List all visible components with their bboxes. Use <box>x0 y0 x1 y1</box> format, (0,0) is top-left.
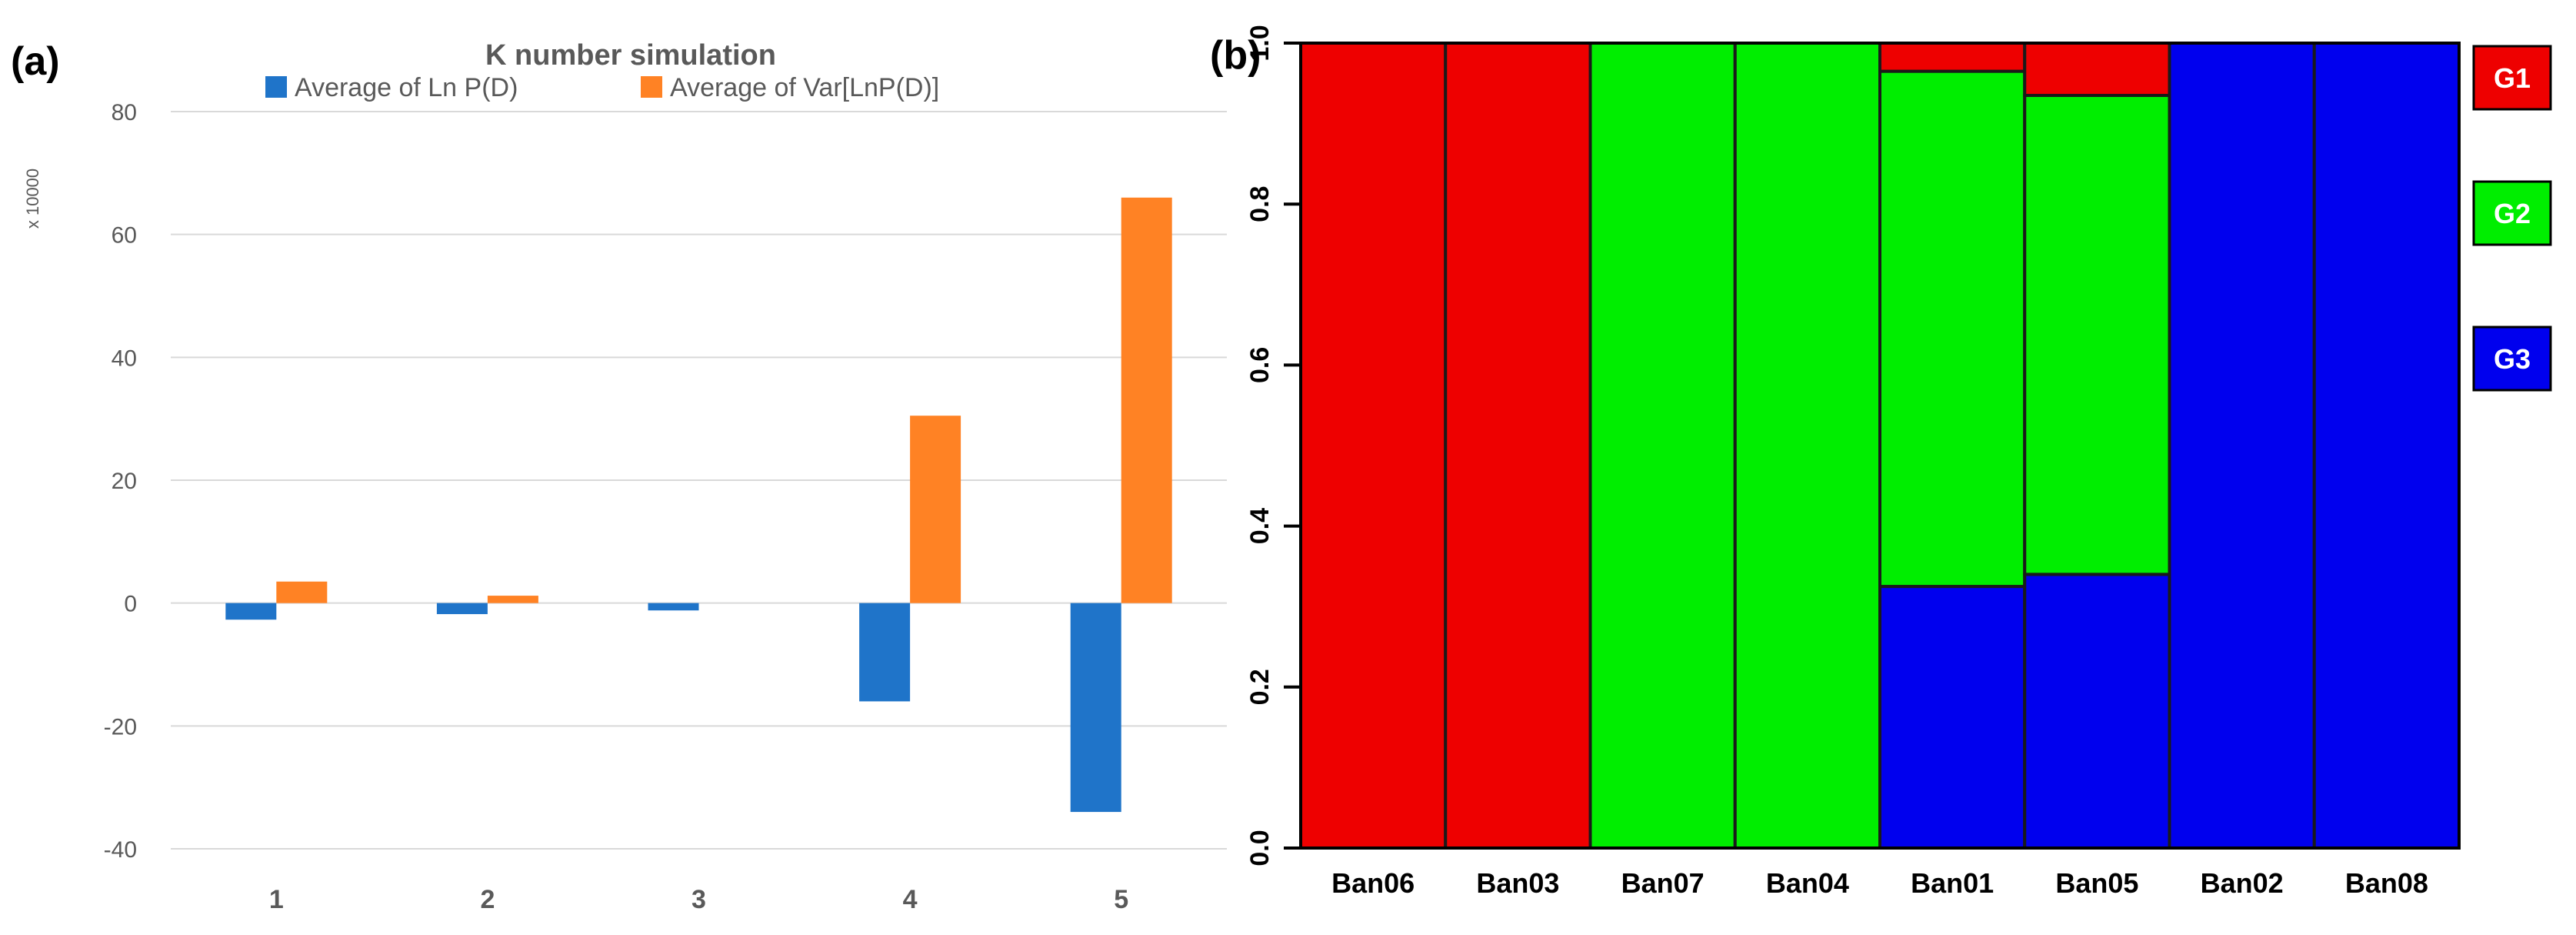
bar-lnpd <box>859 603 911 702</box>
x-tick-label: Ban07 <box>1621 867 1705 899</box>
x-tick-label: Ban06 <box>1331 867 1415 899</box>
x-tick-label: Ban08 <box>2345 867 2428 899</box>
segment-g1 <box>1299 42 1448 850</box>
y-tick-label: 20 <box>112 469 137 494</box>
legend-swatch-g2 <box>2472 180 2552 246</box>
y-tick-label: 1.0 <box>1245 25 1275 61</box>
segment-g3 <box>2023 573 2171 850</box>
y-tick-label: 0.8 <box>1245 186 1275 222</box>
y-tick-label: -20 <box>104 714 137 740</box>
chart-b-legend: G1 G2 G3 <box>2472 45 2552 392</box>
legend-swatch <box>641 76 662 98</box>
chart-a-grid <box>171 111 1227 850</box>
bar-lnpd <box>225 603 277 620</box>
segment-g3 <box>2312 42 2461 850</box>
segment-g1 <box>1878 42 2027 73</box>
x-tick-label: 1 <box>269 885 284 914</box>
segment-g1 <box>1444 42 1592 850</box>
bar-lnpd <box>648 603 699 611</box>
chart-a-bars <box>225 197 1172 813</box>
bar-var-lnpd <box>276 581 328 603</box>
chart-a-x-axis: 1 2 3 4 5 <box>269 885 1128 914</box>
legend-label: Average of Ln P(D) <box>295 73 518 102</box>
x-tick-label: 2 <box>480 885 495 914</box>
bar-lnpd <box>436 603 488 615</box>
chart-a: K number simulation x 10000 Average of L… <box>23 39 1227 914</box>
chart-a-y-axis: -40 -20 0 20 40 60 80 <box>104 100 137 863</box>
chart-b-bars <box>1299 42 2461 850</box>
chart-b: 0.00.20.40.60.81.0 Ban06 Ban03 Ban07 Ban04 B… <box>1245 25 2552 899</box>
x-tick-label: Ban02 <box>2201 867 2284 899</box>
legend-swatch-g1 <box>2472 45 2552 111</box>
x-tick-label: 4 <box>903 885 918 914</box>
chart-a-title: K number simulation <box>485 39 776 72</box>
legend-swatch <box>265 76 287 98</box>
y-tick-label: 40 <box>112 346 137 371</box>
legend-swatch-g3 <box>2472 326 2552 392</box>
x-tick-label: Ban03 <box>1476 867 1559 899</box>
segment-g3 <box>1878 585 2027 850</box>
bar-var-lnpd <box>487 596 538 603</box>
segment-g2 <box>1588 42 1737 850</box>
panel-b-label: (b) <box>1210 33 1261 78</box>
legend-label: G1 <box>2494 62 2531 94</box>
panel-a-label: (a) <box>11 39 60 84</box>
legend-label: G3 <box>2494 343 2531 375</box>
segment-g2 <box>1878 69 2027 589</box>
segment-g2 <box>1733 42 1881 850</box>
x-tick-label: Ban01 <box>1911 867 1994 899</box>
y-tick-label: 0.4 <box>1245 508 1275 544</box>
bar-var-lnpd <box>1121 197 1172 603</box>
x-tick-label: 3 <box>691 885 706 914</box>
x-tick-label: Ban05 <box>2055 867 2138 899</box>
y-tick-label: -40 <box>104 837 137 863</box>
y-tick-label: 80 <box>112 100 137 125</box>
legend-label: G2 <box>2494 198 2531 229</box>
y-tick-label: 0.0 <box>1245 830 1275 866</box>
y-tick-label: 0.6 <box>1245 347 1275 383</box>
bar-lnpd <box>1070 603 1121 813</box>
legend-label: Average of Var[LnP(D)] <box>670 73 939 102</box>
x-tick-label: Ban04 <box>1766 867 1849 899</box>
y-tick-label: 60 <box>112 223 137 249</box>
chart-b-y-axis: 0.0 0.2 0.4 0.6 0.8 1.0 <box>1245 25 1301 867</box>
y-tick-label: 0 <box>124 592 137 617</box>
chart-b-frame <box>1299 42 2461 850</box>
y-tick-label: 0.2 <box>1245 669 1275 705</box>
chart-a-legend: Average of Ln P(D) Average of Var[LnP(D)] <box>265 73 939 102</box>
bar-var-lnpd <box>910 416 961 603</box>
chart-b-x-axis: Ban06 Ban03 Ban07 Ban04 Ban01 Ban05 Ban02 Ban08 <box>1331 867 2428 899</box>
segment-g2 <box>2023 93 2171 576</box>
x-tick-label: 5 <box>1114 885 1128 914</box>
chart-a-scale-label: x 10000 <box>23 169 42 229</box>
segment-g3 <box>2168 42 2316 850</box>
segment-g1 <box>2023 42 2171 97</box>
